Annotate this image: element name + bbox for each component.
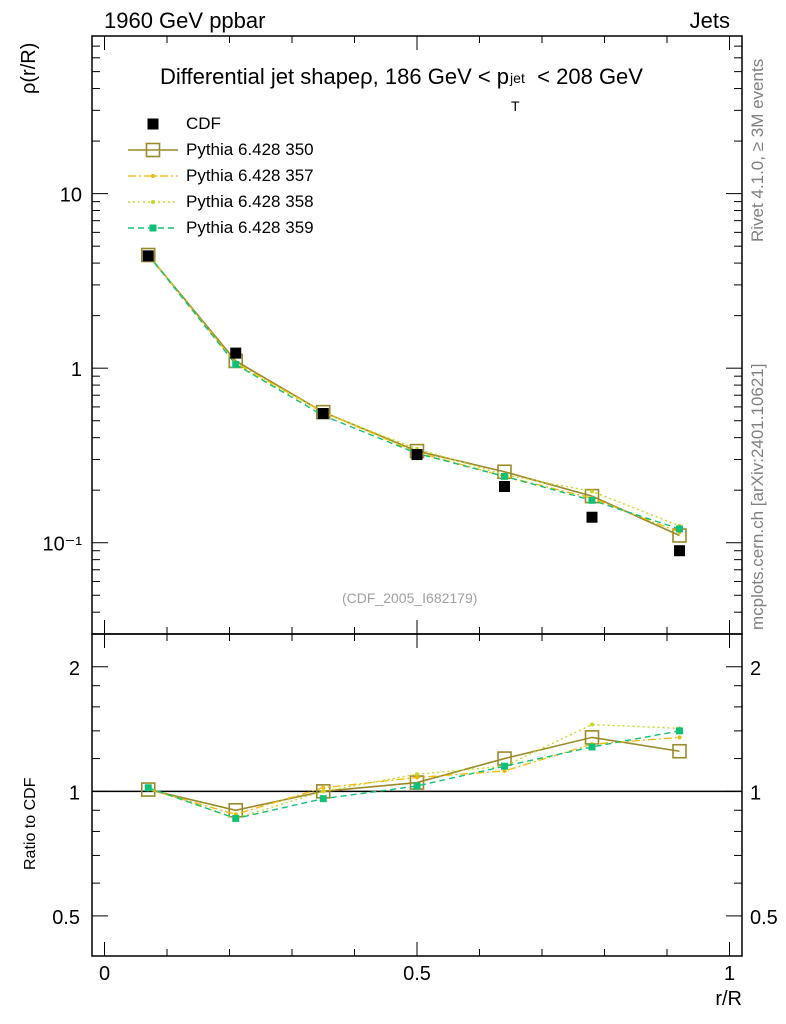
ratio-point-pythia-6-428-359 bbox=[588, 743, 596, 751]
series-line-pythia-6-428-357 bbox=[147, 254, 680, 533]
ratio-point-pythia-6-428-359 bbox=[501, 762, 508, 770]
y-tick-label-main: 10⁻¹ bbox=[43, 534, 83, 556]
analysis-id: (CDF_2005_I682179) bbox=[342, 590, 478, 606]
data-point-cdf bbox=[499, 480, 510, 492]
data-point-cdf bbox=[317, 408, 329, 420]
data-point-cdf bbox=[411, 449, 423, 461]
ratio-panel-frame bbox=[91, 633, 743, 957]
data-point-cdf bbox=[230, 347, 242, 359]
x-tick-label: 1 bbox=[724, 963, 735, 985]
y-tick-label-main: 10 bbox=[60, 185, 82, 207]
data-point-cdf bbox=[142, 250, 154, 262]
legend-marker-pythia-6-428-358 bbox=[151, 200, 155, 204]
legend-label-357: Pythia 6.428 357 bbox=[186, 166, 314, 185]
legend-label-359: Pythia 6.428 359 bbox=[186, 218, 314, 237]
data-point-pythia-6-428-359 bbox=[676, 525, 683, 533]
x-axis-label: r/R bbox=[715, 988, 742, 1010]
y-axis-label: ρ(r/R) bbox=[18, 42, 40, 94]
ratio-point-pythia-6-428-350 bbox=[672, 743, 687, 759]
ratio-point-pythia-6-428-359 bbox=[413, 782, 421, 790]
ratio-y-axis-label: Ratio to CDF bbox=[22, 777, 39, 870]
series-line-pythia-6-428-350 bbox=[147, 254, 680, 537]
x-tick-label: 0 bbox=[99, 963, 110, 985]
y-tick-label-ratio: 1 bbox=[69, 782, 80, 804]
ratio-point-pythia-6-428-357 bbox=[502, 768, 507, 773]
series-line-pythia-6-428-358 bbox=[147, 253, 680, 527]
series-line-pythia-6-428-359 bbox=[147, 254, 680, 530]
legend-marker-cdf bbox=[147, 118, 159, 130]
data-point-pythia-6-428-358 bbox=[590, 489, 594, 494]
y-tick-label-ratio: 2 bbox=[69, 658, 80, 680]
ratio-line-pythia-6-428-350 bbox=[148, 736, 680, 812]
ratio-point-pythia-6-428-358 bbox=[590, 722, 594, 727]
title-main: Differential jet shapeρ, 186 GeV < p bbox=[160, 64, 510, 89]
ratio-point-pythia-6-428-359 bbox=[232, 814, 240, 822]
data-point-pythia-6-428-359 bbox=[588, 496, 596, 504]
y-tick-label-ratio-right: 0.5 bbox=[750, 907, 778, 929]
y-tick-label-main: 1 bbox=[71, 359, 82, 381]
legend-label-350: Pythia 6.428 350 bbox=[186, 140, 314, 159]
rivet-label: Rivet 4.1.0, ≥ 3M events bbox=[748, 58, 767, 242]
y-tick-label-ratio-right: 1 bbox=[750, 782, 761, 804]
data-point-cdf bbox=[674, 545, 685, 557]
ratio-point-pythia-6-428-358 bbox=[415, 772, 419, 777]
title-sup: jet bbox=[510, 70, 525, 86]
ratio-point-pythia-6-428-357 bbox=[415, 775, 419, 780]
chart-title: Differential jet shapeρ, 186 GeV < p jet T… bbox=[160, 64, 643, 114]
ratio-point-pythia-6-428-359 bbox=[676, 727, 683, 735]
header-left: 1960 GeV ppbar bbox=[104, 8, 266, 33]
title-sub: T bbox=[511, 98, 520, 114]
legend-label-358: Pythia 6.428 358 bbox=[186, 192, 314, 211]
ratio-point-pythia-6-428-357 bbox=[321, 785, 326, 790]
ratio-point-pythia-6-428-358 bbox=[321, 789, 326, 794]
ratio-point-pythia-6-428-359 bbox=[144, 784, 152, 792]
data-point-pythia-6-428-359 bbox=[501, 472, 508, 480]
x-tick-label: 0.5 bbox=[403, 963, 431, 985]
title-tail: < 208 GeV bbox=[531, 64, 643, 89]
header-right: Jets bbox=[689, 8, 730, 33]
data-point-pythia-6-428-359 bbox=[232, 360, 240, 368]
legend-marker-pythia-6-428-350 bbox=[145, 142, 161, 158]
ratio-point-pythia-6-428-357 bbox=[677, 735, 682, 740]
data-point-cdf bbox=[586, 511, 598, 523]
y-tick-label-ratio: 0.5 bbox=[52, 907, 80, 929]
legend-marker-pythia-6-428-359 bbox=[149, 224, 157, 232]
ratio-point-pythia-6-428-359 bbox=[319, 795, 327, 803]
mcplots-label: mcplots.cern.ch [arXiv:2401.10621] bbox=[748, 363, 767, 630]
y-tick-label-ratio-right: 2 bbox=[750, 658, 761, 680]
legend-label-cdf: CDF bbox=[186, 114, 221, 133]
data-point-pythia-6-428-350 bbox=[140, 247, 156, 263]
legend-marker-pythia-6-428-357 bbox=[151, 174, 155, 178]
